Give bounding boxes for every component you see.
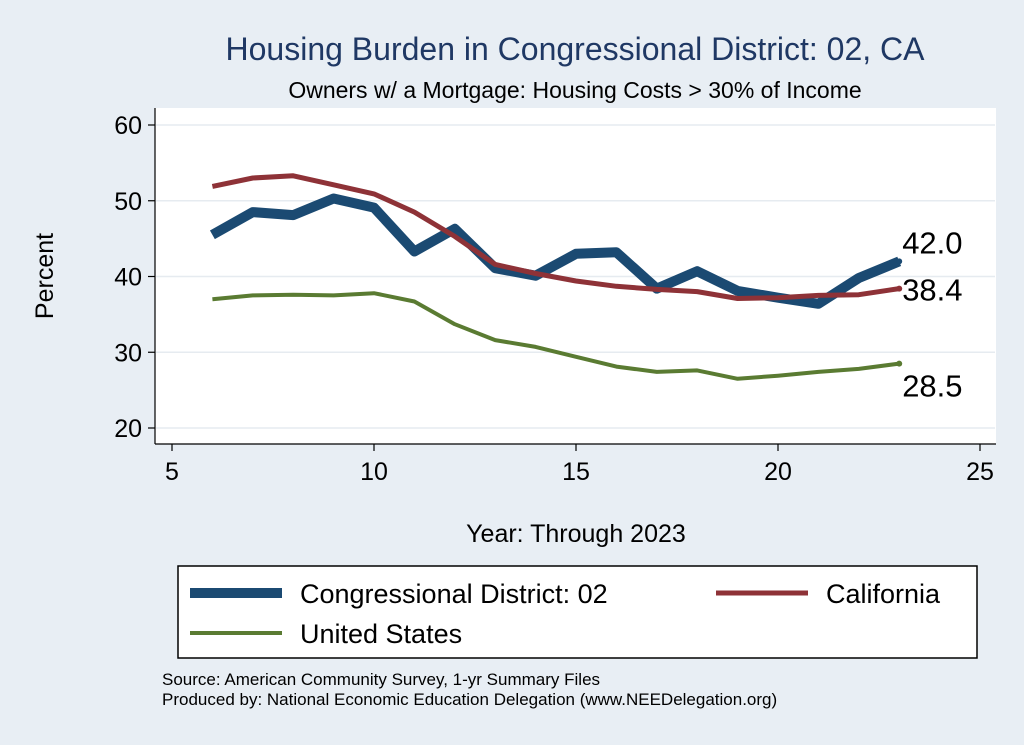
end-label-united-states: 28.5: [902, 369, 962, 404]
legend-label-california: California: [826, 579, 941, 609]
x-tick-label: 25: [966, 458, 994, 486]
series-end-point-california: [896, 285, 903, 292]
end-label-california: 38.4: [902, 273, 962, 308]
legend: Congressional District: 02 California Unit…: [177, 565, 978, 659]
end-label-district: 42.0: [902, 225, 962, 260]
x-tick-label: 5: [165, 458, 179, 486]
source-note: Source: American Community Survey, 1-yr …: [162, 670, 601, 689]
x-tick-label: 15: [562, 458, 590, 486]
y-tick-label: 60: [114, 112, 142, 140]
y-tick-label: 30: [114, 339, 142, 367]
x-tick-label: 20: [764, 458, 792, 486]
series-line-united-states: [212, 291, 900, 381]
y-tick-label: 40: [114, 264, 142, 292]
legend-box: [177, 565, 978, 659]
chart-subtitle: Owners w/ a Mortgage: Housing Costs > 30…: [288, 77, 861, 103]
series-lines: [209, 173, 903, 381]
axes: 20 30 40 50 60 5 10 15 20 25: [114, 108, 996, 486]
legend-label-united-states: United States: [300, 619, 462, 649]
y-tick-label: 20: [114, 415, 142, 443]
x-tick-label: 10: [360, 458, 388, 486]
legend-label-district: Congressional District: 02: [300, 579, 608, 609]
chart-title: Housing Burden in Congressional District…: [226, 31, 926, 67]
producer-note: Produced by: National Economic Education…: [162, 690, 778, 709]
end-labels: 42.0 38.4 28.5: [902, 225, 962, 403]
series-line-california: [211, 173, 900, 301]
x-axis-label: Year: Through 2023: [466, 520, 686, 548]
series-end-point-united-states: [896, 360, 903, 367]
series-end-point-district: [896, 258, 903, 265]
y-tick-label: 50: [114, 188, 142, 216]
y-axis-label: Percent: [31, 233, 59, 319]
